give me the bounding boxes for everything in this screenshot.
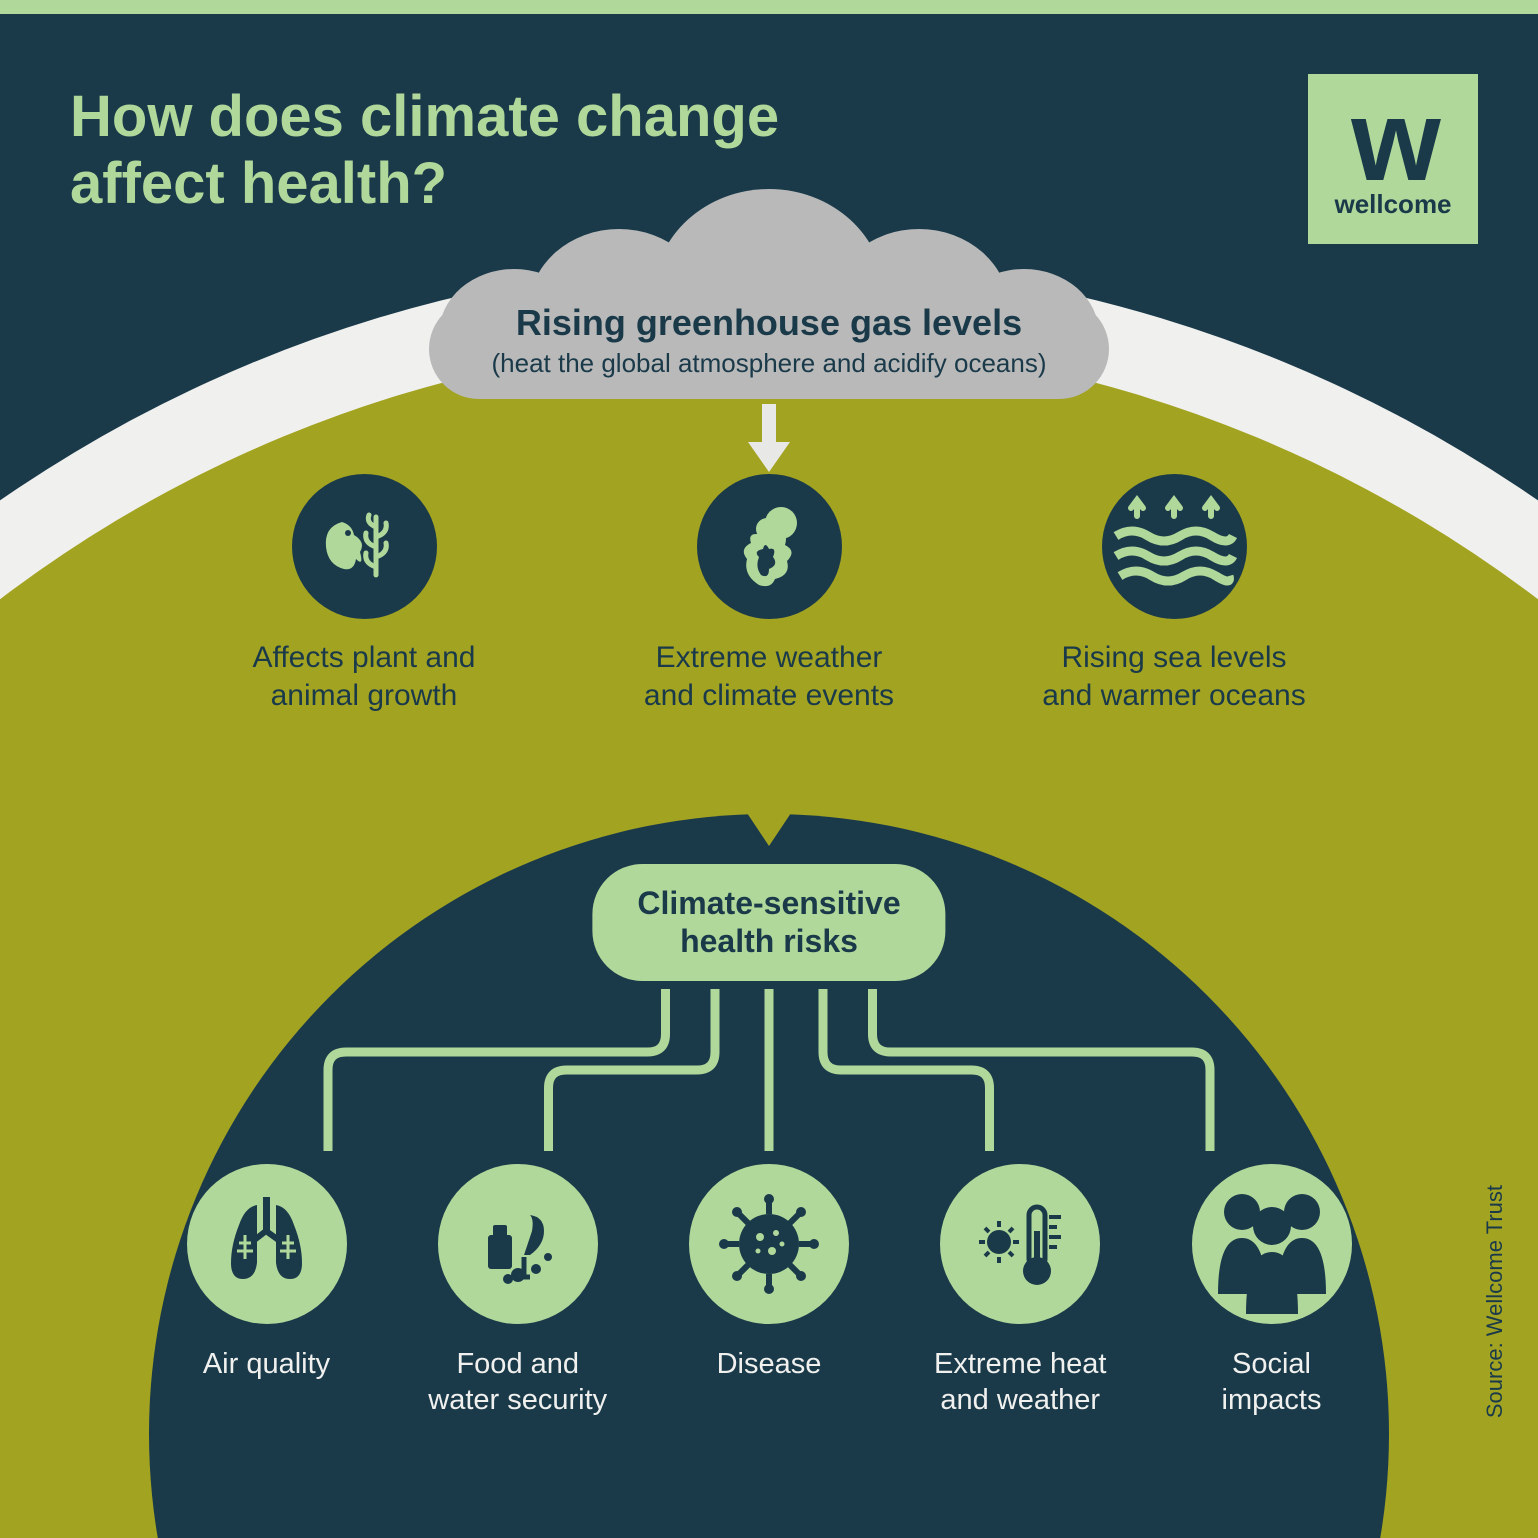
page-title: How does climate changeaffect health? [70, 84, 779, 217]
main-container: How does climate changeaffect health? w … [0, 14, 1538, 1538]
people-icon [1192, 1164, 1352, 1324]
source-attribution: Source: Wellcome Trust [1482, 1185, 1508, 1418]
mid-item-plant-animal: Affects plant andanimal growth [209, 474, 519, 714]
plant-animal-icon [292, 474, 437, 619]
cloud-subtitle: (heat the global atmosphere and acidify … [409, 348, 1129, 379]
bot-label-0: Air quality [203, 1346, 330, 1382]
bot-item-disease: Disease [657, 1164, 882, 1419]
mid-label-1: Extreme weatherand climate events [644, 639, 894, 714]
bot-item-social: Socialimpacts [1159, 1164, 1384, 1419]
extreme-weather-icon [697, 474, 842, 619]
bot-label-3: Extreme heatand weather [934, 1346, 1106, 1419]
arrow-down-2-icon [741, 754, 797, 849]
cloud-title: Rising greenhouse gas levels [409, 302, 1129, 344]
food-water-icon [438, 1164, 598, 1324]
bot-label-1: Food andwater security [428, 1346, 607, 1419]
wellcome-logo: w wellcome [1308, 74, 1478, 244]
bot-label-4: Socialimpacts [1222, 1346, 1322, 1419]
heat-thermo-icon [940, 1164, 1100, 1324]
bot-label-2: Disease [717, 1346, 822, 1382]
mid-label-2: Rising sea levelsand warmer oceans [1042, 639, 1305, 714]
connector-lines [199, 989, 1339, 1169]
sea-levels-icon [1102, 474, 1247, 619]
middle-row: Affects plant andanimal growth Extreme w… [209, 474, 1329, 714]
bot-item-extreme-heat: Extreme heatand weather [908, 1164, 1133, 1419]
logo-name: wellcome [1334, 189, 1451, 220]
mid-item-extreme-weather: Extreme weatherand climate events [614, 474, 924, 714]
bot-item-air-quality: Air quality [154, 1164, 379, 1419]
virus-icon [689, 1164, 849, 1324]
logo-letter: w [1351, 98, 1434, 184]
top-accent-bar [0, 0, 1538, 14]
arrow-down-1-icon [744, 404, 794, 474]
mid-label-0: Affects plant andanimal growth [253, 639, 476, 714]
bot-item-food-water: Food andwater security [405, 1164, 630, 1419]
lungs-icon [187, 1164, 347, 1324]
bottom-row: Air quality Food andwater [154, 1164, 1384, 1419]
cloud-greenhouse: Rising greenhouse gas levels (heat the g… [409, 244, 1129, 419]
mid-item-sea-levels: Rising sea levelsand warmer oceans [1019, 474, 1329, 714]
health-risks-pill: Climate-sensitivehealth risks [592, 864, 945, 981]
